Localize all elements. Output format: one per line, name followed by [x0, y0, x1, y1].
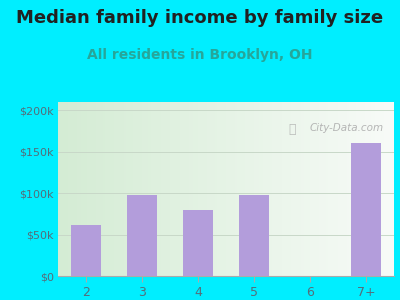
Bar — [72, 225, 100, 276]
Text: Median family income by family size: Median family income by family size — [16, 9, 384, 27]
Text: ⦿: ⦿ — [288, 123, 296, 136]
Text: City-Data.com: City-Data.com — [310, 123, 384, 133]
Text: All residents in Brooklyn, OH: All residents in Brooklyn, OH — [87, 48, 313, 62]
Bar — [352, 143, 380, 276]
Bar — [240, 195, 268, 276]
Bar — [128, 195, 156, 276]
Bar — [184, 210, 212, 276]
